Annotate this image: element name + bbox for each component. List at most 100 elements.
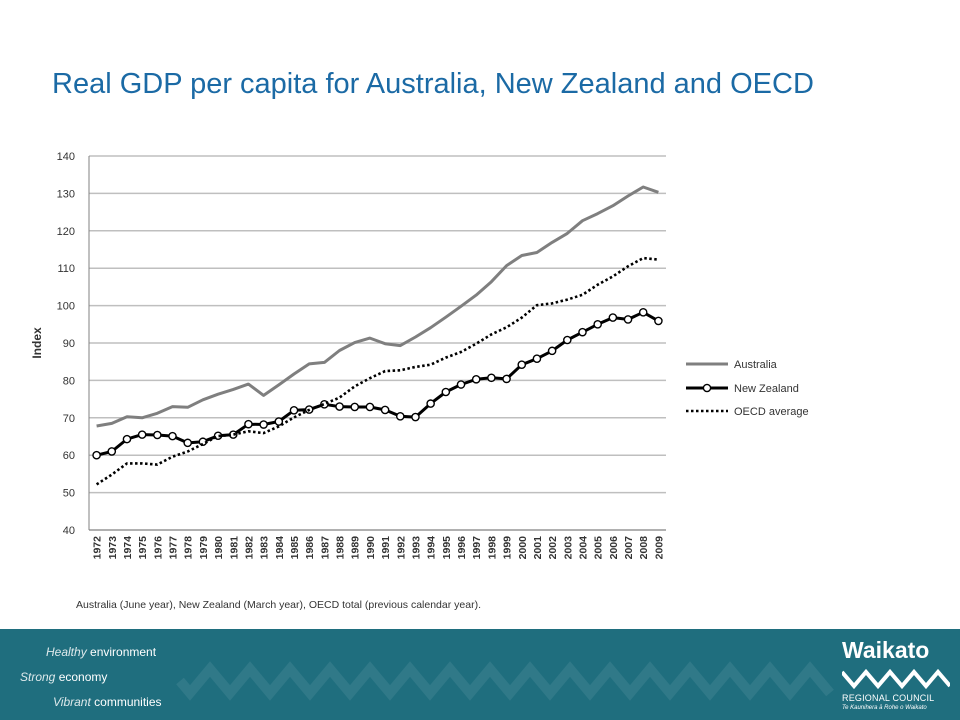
data-point [638,308,648,317]
tagline-strong: Strong economy [20,670,107,684]
y-tick-label: 100 [57,301,75,313]
x-tick-label: 1996 [456,536,468,560]
data-point [395,412,405,421]
x-tick-label: 1985 [289,536,301,560]
y-tick-label: 90 [63,338,75,350]
gdp-line-chart: 40 50 60 70 80 90 100 110 120 130 140 1972 1973 1974 1… [30,151,809,611]
data-point [365,402,375,412]
y-axis-label: Index [30,327,44,359]
data-point [350,402,360,412]
data-point [289,406,299,415]
tagline-strong-rest: economy [55,670,108,684]
x-tick-label: 1977 [168,536,180,560]
x-tick-label: 1981 [228,536,240,560]
y-tick-label: 140 [57,151,75,163]
x-tick-label: 1973 [107,536,119,560]
data-point [623,315,633,324]
logo-wordmark: Waikato [842,637,930,663]
data-point [456,380,466,389]
x-tick-label: 2006 [608,536,620,560]
x-tick-label: 1980 [213,536,225,560]
data-point [137,430,147,439]
tagline-healthy: Healthy environment [46,645,156,659]
x-tick-label: 1994 [426,536,438,560]
x-tick-label: 1999 [502,536,514,560]
footer-wave-pattern [176,661,834,701]
waikato-logo: Waikato REGIONAL COUNCIL Te Kaunihera ā … [838,635,950,715]
legend-marker [702,383,712,393]
footer-wave-line [176,661,834,701]
logo-wave-icon [842,668,950,690]
data-point [380,405,390,415]
x-tick-label: 1979 [198,536,210,560]
y-tick-label: 120 [57,226,75,238]
y-tick-label: 70 [63,413,75,425]
series-line-australia [96,185,659,428]
data-point [608,313,618,322]
x-tick-label: 2004 [577,536,589,560]
x-tick-label: 1982 [243,536,255,560]
y-tick-label: 50 [63,488,75,500]
data-point [517,360,527,369]
x-tick-label: 1986 [304,536,316,560]
data-point [593,319,602,329]
x-tick-label: 1972 [92,536,104,560]
data-point [487,373,496,383]
tagline-healthy-em: Healthy [46,645,87,659]
data-point [547,346,557,356]
legend-label: New Zealand [734,383,799,395]
data-point [122,434,132,444]
chart-note: Australia (June year), New Zealand (Marc… [76,599,481,611]
x-tick-label: 2001 [532,536,544,560]
data-point [563,335,572,345]
data-point [183,438,192,448]
x-tick-label: 1978 [183,536,195,560]
x-tick-label: 1976 [152,536,164,560]
x-tick-label: 1974 [122,536,134,560]
slide-title: Real GDP per capita for Australia, New Z… [52,68,814,100]
tagline-strong-em: Strong [20,670,56,684]
x-tick-label: 1988 [335,536,347,560]
x-tick-label: 1991 [380,536,392,560]
tagline-vibrant: Vibrant communities [53,695,162,709]
x-tick-label: 2000 [517,536,529,560]
data-point [578,327,587,337]
tagline-healthy-rest: environment [86,645,157,659]
x-tick-label: 1990 [365,536,377,560]
tagline-vibrant-em: Vibrant [53,695,91,709]
x-tick-label: 1984 [274,536,286,560]
x-tick-label: 2009 [653,536,665,560]
data-point [411,412,420,422]
x-tick-label: 2002 [547,536,559,560]
logo-subtitle: REGIONAL COUNCIL [842,693,935,703]
series-line-oecd-average [95,256,659,486]
data-point [654,316,663,326]
data-point [441,387,451,397]
data-point [274,417,284,426]
y-tick-label: 130 [57,188,75,200]
x-tick-label: 1998 [486,536,498,560]
x-tick-label: 1995 [441,536,453,560]
x-tick-label: 2007 [623,536,635,560]
data-point [532,354,542,364]
y-tick-label: 80 [63,375,75,387]
tagline-vibrant-rest: communities [90,695,162,709]
data-point [107,447,117,456]
y-tick-label: 110 [57,263,75,275]
x-tick-label: 1993 [410,536,422,560]
footer-band: Healthy environment Strong economy Vibra… [0,629,960,720]
data-point [153,430,162,440]
x-tick-label: 1983 [259,536,271,560]
y-tick-label: 40 [63,525,75,537]
data-point [259,420,268,429]
data-point [502,374,511,384]
x-tick-label: 2008 [638,536,650,560]
x-tick-label: 2005 [593,536,605,560]
series-line-new-zealand [96,310,660,457]
y-tick-label: 60 [63,450,75,462]
data-point [471,374,481,384]
x-tick-label: 1997 [471,536,483,560]
data-point [92,450,101,460]
data-point [244,419,253,429]
x-tick-label: 1989 [350,536,362,560]
